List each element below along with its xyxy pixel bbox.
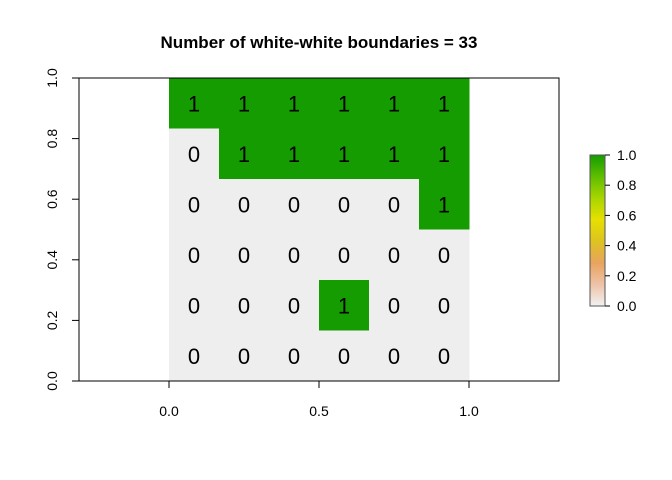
heatmap-cell (419, 78, 470, 129)
cell-value-label: 1 (438, 142, 450, 167)
y-tick-label: 0.8 (44, 129, 60, 149)
legend-tick-label: 0.2 (617, 268, 637, 284)
cell-value-label: 0 (188, 293, 200, 318)
cell-value-label: 0 (438, 293, 450, 318)
cell-value-label: 1 (388, 91, 400, 116)
color-legend: 0.0 0.2 0.4 0.6 0.8 1.0 (589, 147, 637, 314)
cell-value-label: 0 (438, 344, 450, 369)
heatmap-cell (419, 280, 470, 331)
heatmap-cell (269, 128, 320, 180)
heatmap-cell-labels: 1 1 1 1 1 1 0 1 1 1 1 1 0 0 0 0 0 1 0 0 0 0 0 0 0 0 0 1 0 0 0 0 0 0 0 0 (188, 91, 450, 369)
heatmap-cell (369, 280, 420, 331)
cell-value-label: 1 (238, 142, 250, 167)
legend-tick-label: 0.0 (617, 298, 637, 314)
cell-value-label: 1 (288, 91, 300, 116)
heatmap-cell (369, 78, 420, 129)
heatmap-cell (369, 330, 420, 382)
y-axis: 0.0 0.2 0.4 0.6 0.8 1.0 (44, 68, 80, 391)
x-tick-label: 0.5 (309, 403, 329, 419)
x-axis: 0.0 0.5 1.0 (159, 380, 479, 419)
cell-value-label: 0 (188, 243, 200, 268)
cell-value-label: 1 (338, 293, 350, 318)
cell-value-label: 1 (238, 91, 250, 116)
cell-value-label: 0 (388, 192, 400, 217)
heatmap-cell (269, 280, 320, 331)
x-tick-label: 1.0 (459, 403, 479, 419)
heatmap-cell (169, 330, 220, 382)
legend-tick-label: 0.4 (617, 238, 637, 254)
chart-title: Number of white-white boundaries = 33 (161, 33, 478, 52)
cell-value-label: 1 (438, 192, 450, 217)
cell-value-label: 1 (288, 142, 300, 167)
heatmap-cell (369, 229, 420, 281)
cell-value-label: 0 (388, 344, 400, 369)
y-tick-label: 0.2 (44, 310, 60, 330)
heatmap-cell (169, 179, 220, 230)
heatmap-cell (319, 128, 370, 180)
y-tick-label: 0.6 (44, 189, 60, 209)
cell-value-label: 0 (188, 142, 200, 167)
cell-value-label: 0 (388, 293, 400, 318)
heatmap-cell (169, 78, 220, 129)
heatmap-cell (169, 128, 220, 180)
heatmap-cell (319, 330, 370, 382)
cell-value-label: 0 (238, 192, 250, 217)
heatmap-cells (169, 78, 470, 382)
heatmap-cell (219, 78, 270, 129)
cell-value-label: 0 (438, 243, 450, 268)
cell-value-label: 1 (188, 91, 200, 116)
legend-tick-label: 0.6 (617, 207, 637, 223)
legend-ticks: 0.0 0.2 0.4 0.6 0.8 1.0 (605, 147, 637, 314)
cell-value-label: 0 (238, 243, 250, 268)
heatmap-cell (319, 280, 370, 331)
heatmap-cell (319, 179, 370, 230)
heatmap-cell (269, 330, 320, 382)
heatmap-cell (319, 78, 370, 129)
cell-value-label: 0 (288, 293, 300, 318)
cell-value-label: 0 (288, 243, 300, 268)
heatmap-cell (419, 179, 470, 230)
legend-tick-label: 1.0 (617, 147, 637, 163)
cell-value-label: 0 (238, 344, 250, 369)
heatmap-cell (319, 229, 370, 281)
cell-value-label: 0 (288, 192, 300, 217)
cell-value-label: 1 (338, 91, 350, 116)
legend-tick-label: 0.8 (617, 177, 637, 193)
cell-value-label: 0 (188, 344, 200, 369)
legend-color-bar (589, 154, 606, 307)
heatmap-cell (269, 179, 320, 230)
heatmap-cell (369, 179, 420, 230)
cell-value-label: 0 (288, 344, 300, 369)
heatmap-cell (419, 330, 470, 382)
heatmap-cell (419, 229, 470, 281)
heatmap-cell (219, 229, 270, 281)
heatmap-cell (369, 128, 420, 180)
heatmap-cell (219, 330, 270, 382)
heatmap-cell (169, 280, 220, 331)
x-tick-label: 0.0 (159, 403, 179, 419)
cell-value-label: 1 (438, 91, 450, 116)
heatmap-cell (269, 229, 320, 281)
cell-value-label: 1 (338, 142, 350, 167)
heatmap-cell (219, 128, 270, 180)
heatmap-cell (219, 179, 270, 230)
heatmap-cell (169, 229, 220, 281)
cell-value-label: 0 (338, 344, 350, 369)
heatmap-cell (419, 128, 470, 180)
y-tick-label: 0.0 (44, 371, 60, 391)
cell-value-label: 1 (388, 142, 400, 167)
cell-value-label: 0 (338, 192, 350, 217)
y-tick-label: 1.0 (44, 68, 60, 88)
cell-value-label: 0 (338, 243, 350, 268)
cell-value-label: 0 (388, 243, 400, 268)
cell-value-label: 0 (188, 192, 200, 217)
heatmap-cell (219, 280, 270, 331)
heatmap-cell (269, 78, 320, 129)
y-tick-label: 0.4 (44, 250, 60, 270)
cell-value-label: 0 (238, 293, 250, 318)
